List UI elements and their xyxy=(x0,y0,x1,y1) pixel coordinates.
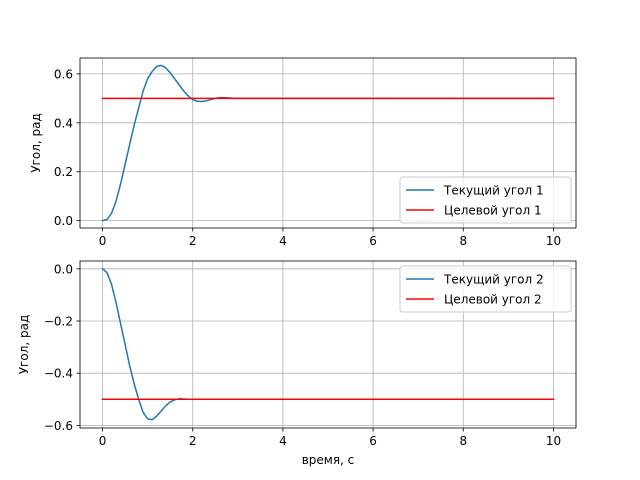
y-tick-label: −0.2 xyxy=(44,315,73,329)
x-tick-label: 4 xyxy=(279,234,287,248)
x-tick-label: 10 xyxy=(546,434,561,448)
x-axis-label: время, с xyxy=(302,453,355,467)
y-tick-label: 0.4 xyxy=(54,116,73,130)
legend-box xyxy=(399,265,572,313)
x-tick-label: 2 xyxy=(189,434,197,448)
legend-box xyxy=(399,176,572,224)
top-subplot: 0 2 4 6 8 10 0.0 0.2 0.4 0.6 Угол, рад Текущий угол… xyxy=(29,57,577,248)
y-tick-label: 0.0 xyxy=(54,214,73,228)
x-tick-label: 8 xyxy=(459,234,467,248)
legend-entry-label: Целевой угол 2 xyxy=(444,293,542,307)
x-tick-label: 8 xyxy=(459,434,467,448)
legend-entry-label: Текущий угол 2 xyxy=(443,273,544,287)
x-tick-label: 6 xyxy=(369,434,377,448)
y-tick-label: 0.6 xyxy=(54,67,73,81)
y-tick-label: 0.2 xyxy=(54,165,73,179)
bottom-subplot: 0 2 4 6 8 10 0.0 −0.2 −0.4 −0.6 Угол, рад время, с Т… xyxy=(17,260,577,467)
x-tick-label: 10 xyxy=(546,234,561,248)
x-tick-label: 4 xyxy=(279,434,287,448)
y-axis-label: Угол, рад xyxy=(17,315,31,375)
legend: Текущий угол 1 Целевой угол 1 xyxy=(399,176,572,224)
x-tick-label: 2 xyxy=(189,234,197,248)
axes-frame xyxy=(79,57,577,229)
x-tick-label: 0 xyxy=(99,234,107,248)
y-tick-label: 0.0 xyxy=(54,262,73,276)
axes-frame xyxy=(79,260,577,429)
legend: Текущий угол 2 Целевой угол 2 xyxy=(399,265,572,313)
legend-entry-label: Целевой угол 1 xyxy=(444,204,542,218)
y-tick-label: −0.4 xyxy=(44,367,73,381)
y-tick-label: −0.6 xyxy=(44,419,73,433)
x-tick-label: 0 xyxy=(99,434,107,448)
legend-entry-label: Текущий угол 1 xyxy=(443,184,544,198)
y-axis-label: Угол, рад xyxy=(29,113,43,173)
x-tick-label: 6 xyxy=(369,234,377,248)
